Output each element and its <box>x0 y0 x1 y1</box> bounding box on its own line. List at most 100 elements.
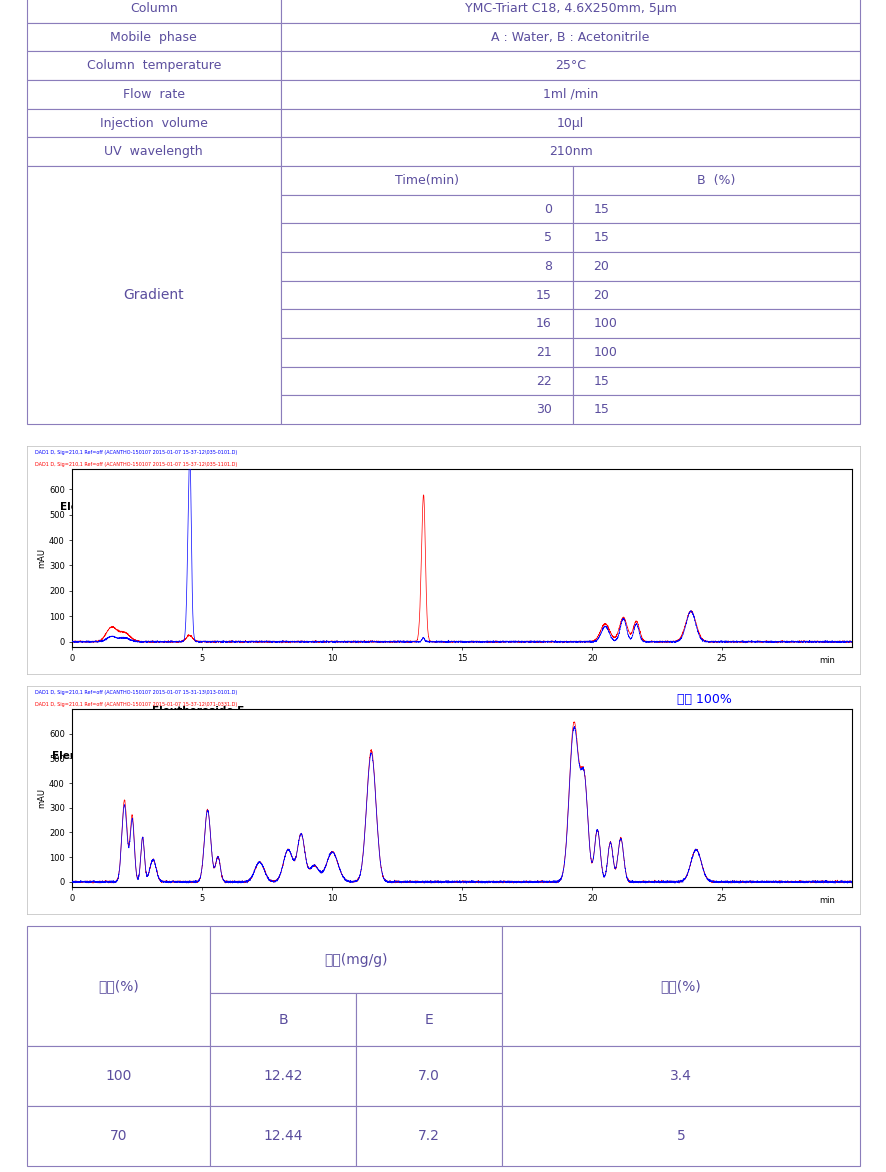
Bar <box>27 22 281 52</box>
Text: 100: 100 <box>105 1069 131 1083</box>
Text: 22: 22 <box>535 375 551 388</box>
Text: 12.44: 12.44 <box>263 1129 302 1143</box>
Text: Eleutheroside E: Eleutheroside E <box>326 505 418 539</box>
Text: Column: Column <box>129 2 177 15</box>
Bar <box>572 339 859 367</box>
Bar <box>281 252 572 281</box>
Text: 7.2: 7.2 <box>417 1129 439 1143</box>
Text: B  (%): B (%) <box>696 173 734 188</box>
Bar <box>572 281 859 309</box>
Text: 20: 20 <box>593 260 609 273</box>
Text: 210nm: 210nm <box>548 145 592 158</box>
Bar <box>281 109 859 137</box>
Text: DAD1 D, Sig=210,1 Ref=off (ACANTHO-150107 2015-01-07 15-37-12\071-0331.D): DAD1 D, Sig=210,1 Ref=off (ACANTHO-15010… <box>35 702 237 707</box>
Text: DAD1 D, Sig=210,1 Ref=off (ACANTHO-150107 2015-01-07 15-31-13\013-0101.D): DAD1 D, Sig=210,1 Ref=off (ACANTHO-15010… <box>35 689 237 695</box>
Bar <box>27 1106 210 1166</box>
Text: H₃CO

Glc–O        OCH₃

H₃CO   O    OGlc

          OCH₃: H₃CO Glc–O OCH₃ H₃CO O OGlc OCH₃ <box>543 469 599 517</box>
Text: 5: 5 <box>543 231 551 244</box>
Text: 25°C: 25°C <box>555 60 586 73</box>
Bar <box>572 195 859 224</box>
Bar <box>27 0 281 22</box>
Bar <box>27 137 281 166</box>
Text: Injection  volume: Injection volume <box>100 117 207 130</box>
Text: Flow  rate: Flow rate <box>122 88 184 101</box>
Bar <box>281 339 572 367</box>
Text: DAD1 D, Sig=210,1 Ref=off (ACANTHO-150107 2015-01-07 15-37-12\035-1101.D): DAD1 D, Sig=210,1 Ref=off (ACANTHO-15010… <box>35 462 237 468</box>
Text: 15: 15 <box>593 375 609 388</box>
Text: 8: 8 <box>543 260 551 273</box>
Text: 주정 100%: 주정 100% <box>676 693 731 706</box>
Bar <box>281 195 572 224</box>
Text: min: min <box>819 897 835 905</box>
Text: 100: 100 <box>593 346 617 359</box>
Text: 0: 0 <box>543 203 551 216</box>
Bar <box>281 166 572 195</box>
Bar <box>210 994 355 1047</box>
Text: 15: 15 <box>593 231 609 244</box>
Bar <box>281 80 859 109</box>
Bar <box>27 80 281 109</box>
Text: 15: 15 <box>593 203 609 216</box>
Text: 수율(%): 수율(%) <box>660 979 701 993</box>
Text: 21: 21 <box>535 346 551 359</box>
Text: 함량(mg/g): 함량(mg/g) <box>324 953 387 967</box>
Text: 15: 15 <box>593 403 609 416</box>
Text: 12.42: 12.42 <box>263 1069 302 1083</box>
Bar <box>27 926 210 1047</box>
Text: 3.4: 3.4 <box>670 1069 691 1083</box>
Bar <box>355 1047 501 1106</box>
Text: 100: 100 <box>593 318 617 331</box>
Bar <box>281 395 572 424</box>
Text: Eleutheroside B: Eleutheroside B <box>60 479 153 512</box>
Text: 20: 20 <box>593 288 609 301</box>
Bar <box>27 109 281 137</box>
Bar <box>281 224 572 252</box>
Text: 주정(%): 주정(%) <box>97 979 138 993</box>
Text: Eleutheroside B: Eleutheroside B <box>51 731 144 761</box>
Bar <box>501 926 859 1047</box>
Bar <box>501 1047 859 1106</box>
Bar <box>281 52 859 80</box>
Bar <box>210 926 501 994</box>
Text: 5: 5 <box>676 1129 685 1143</box>
Bar <box>27 166 281 424</box>
Text: H₃CO      CH₂OH

Glc–O

       OCH₃: H₃CO CH₂OH Glc–O OCH₃ <box>255 556 311 590</box>
Bar <box>281 137 859 166</box>
Text: YMC-Triart C18, 4.6X250mm, 5μm: YMC-Triart C18, 4.6X250mm, 5μm <box>464 2 676 15</box>
Text: Eleutheroside E: Eleutheroside E <box>152 706 244 738</box>
Text: Mobile  phase: Mobile phase <box>110 30 197 43</box>
Bar <box>210 1106 355 1166</box>
Bar <box>572 252 859 281</box>
Bar <box>355 994 501 1047</box>
Bar <box>572 166 859 195</box>
Text: 16: 16 <box>535 318 551 331</box>
Bar <box>281 0 859 22</box>
Text: 주정 70%: 주정 70% <box>676 723 723 736</box>
Text: A : Water, B : Acetonitrile: A : Water, B : Acetonitrile <box>491 30 649 43</box>
Bar <box>572 224 859 252</box>
Text: B: B <box>278 1013 287 1027</box>
Bar <box>572 367 859 395</box>
Bar <box>572 309 859 339</box>
Bar <box>501 1106 859 1166</box>
Bar <box>355 1106 501 1166</box>
Bar <box>281 367 572 395</box>
Bar <box>281 22 859 52</box>
Text: UV  wavelength: UV wavelength <box>105 145 203 158</box>
Text: 7.0: 7.0 <box>417 1069 439 1083</box>
Text: Gradient: Gradient <box>123 288 184 302</box>
Bar <box>281 309 572 339</box>
Text: min: min <box>819 656 835 665</box>
Text: E: E <box>424 1013 432 1027</box>
Text: 70: 70 <box>110 1129 127 1143</box>
Text: Time(min): Time(min) <box>394 173 458 188</box>
Text: 15: 15 <box>535 288 551 301</box>
Bar <box>27 52 281 80</box>
Text: 10μl: 10μl <box>556 117 584 130</box>
Bar <box>572 395 859 424</box>
Bar <box>27 1047 210 1106</box>
Text: Column  temperature: Column temperature <box>87 60 221 73</box>
Bar <box>210 1047 355 1106</box>
Bar <box>281 281 572 309</box>
Text: DAD1 D, Sig=210,1 Ref=off (ACANTHO-150107 2015-01-07 15-37-12\035-0101.D): DAD1 D, Sig=210,1 Ref=off (ACANTHO-15010… <box>35 450 237 455</box>
